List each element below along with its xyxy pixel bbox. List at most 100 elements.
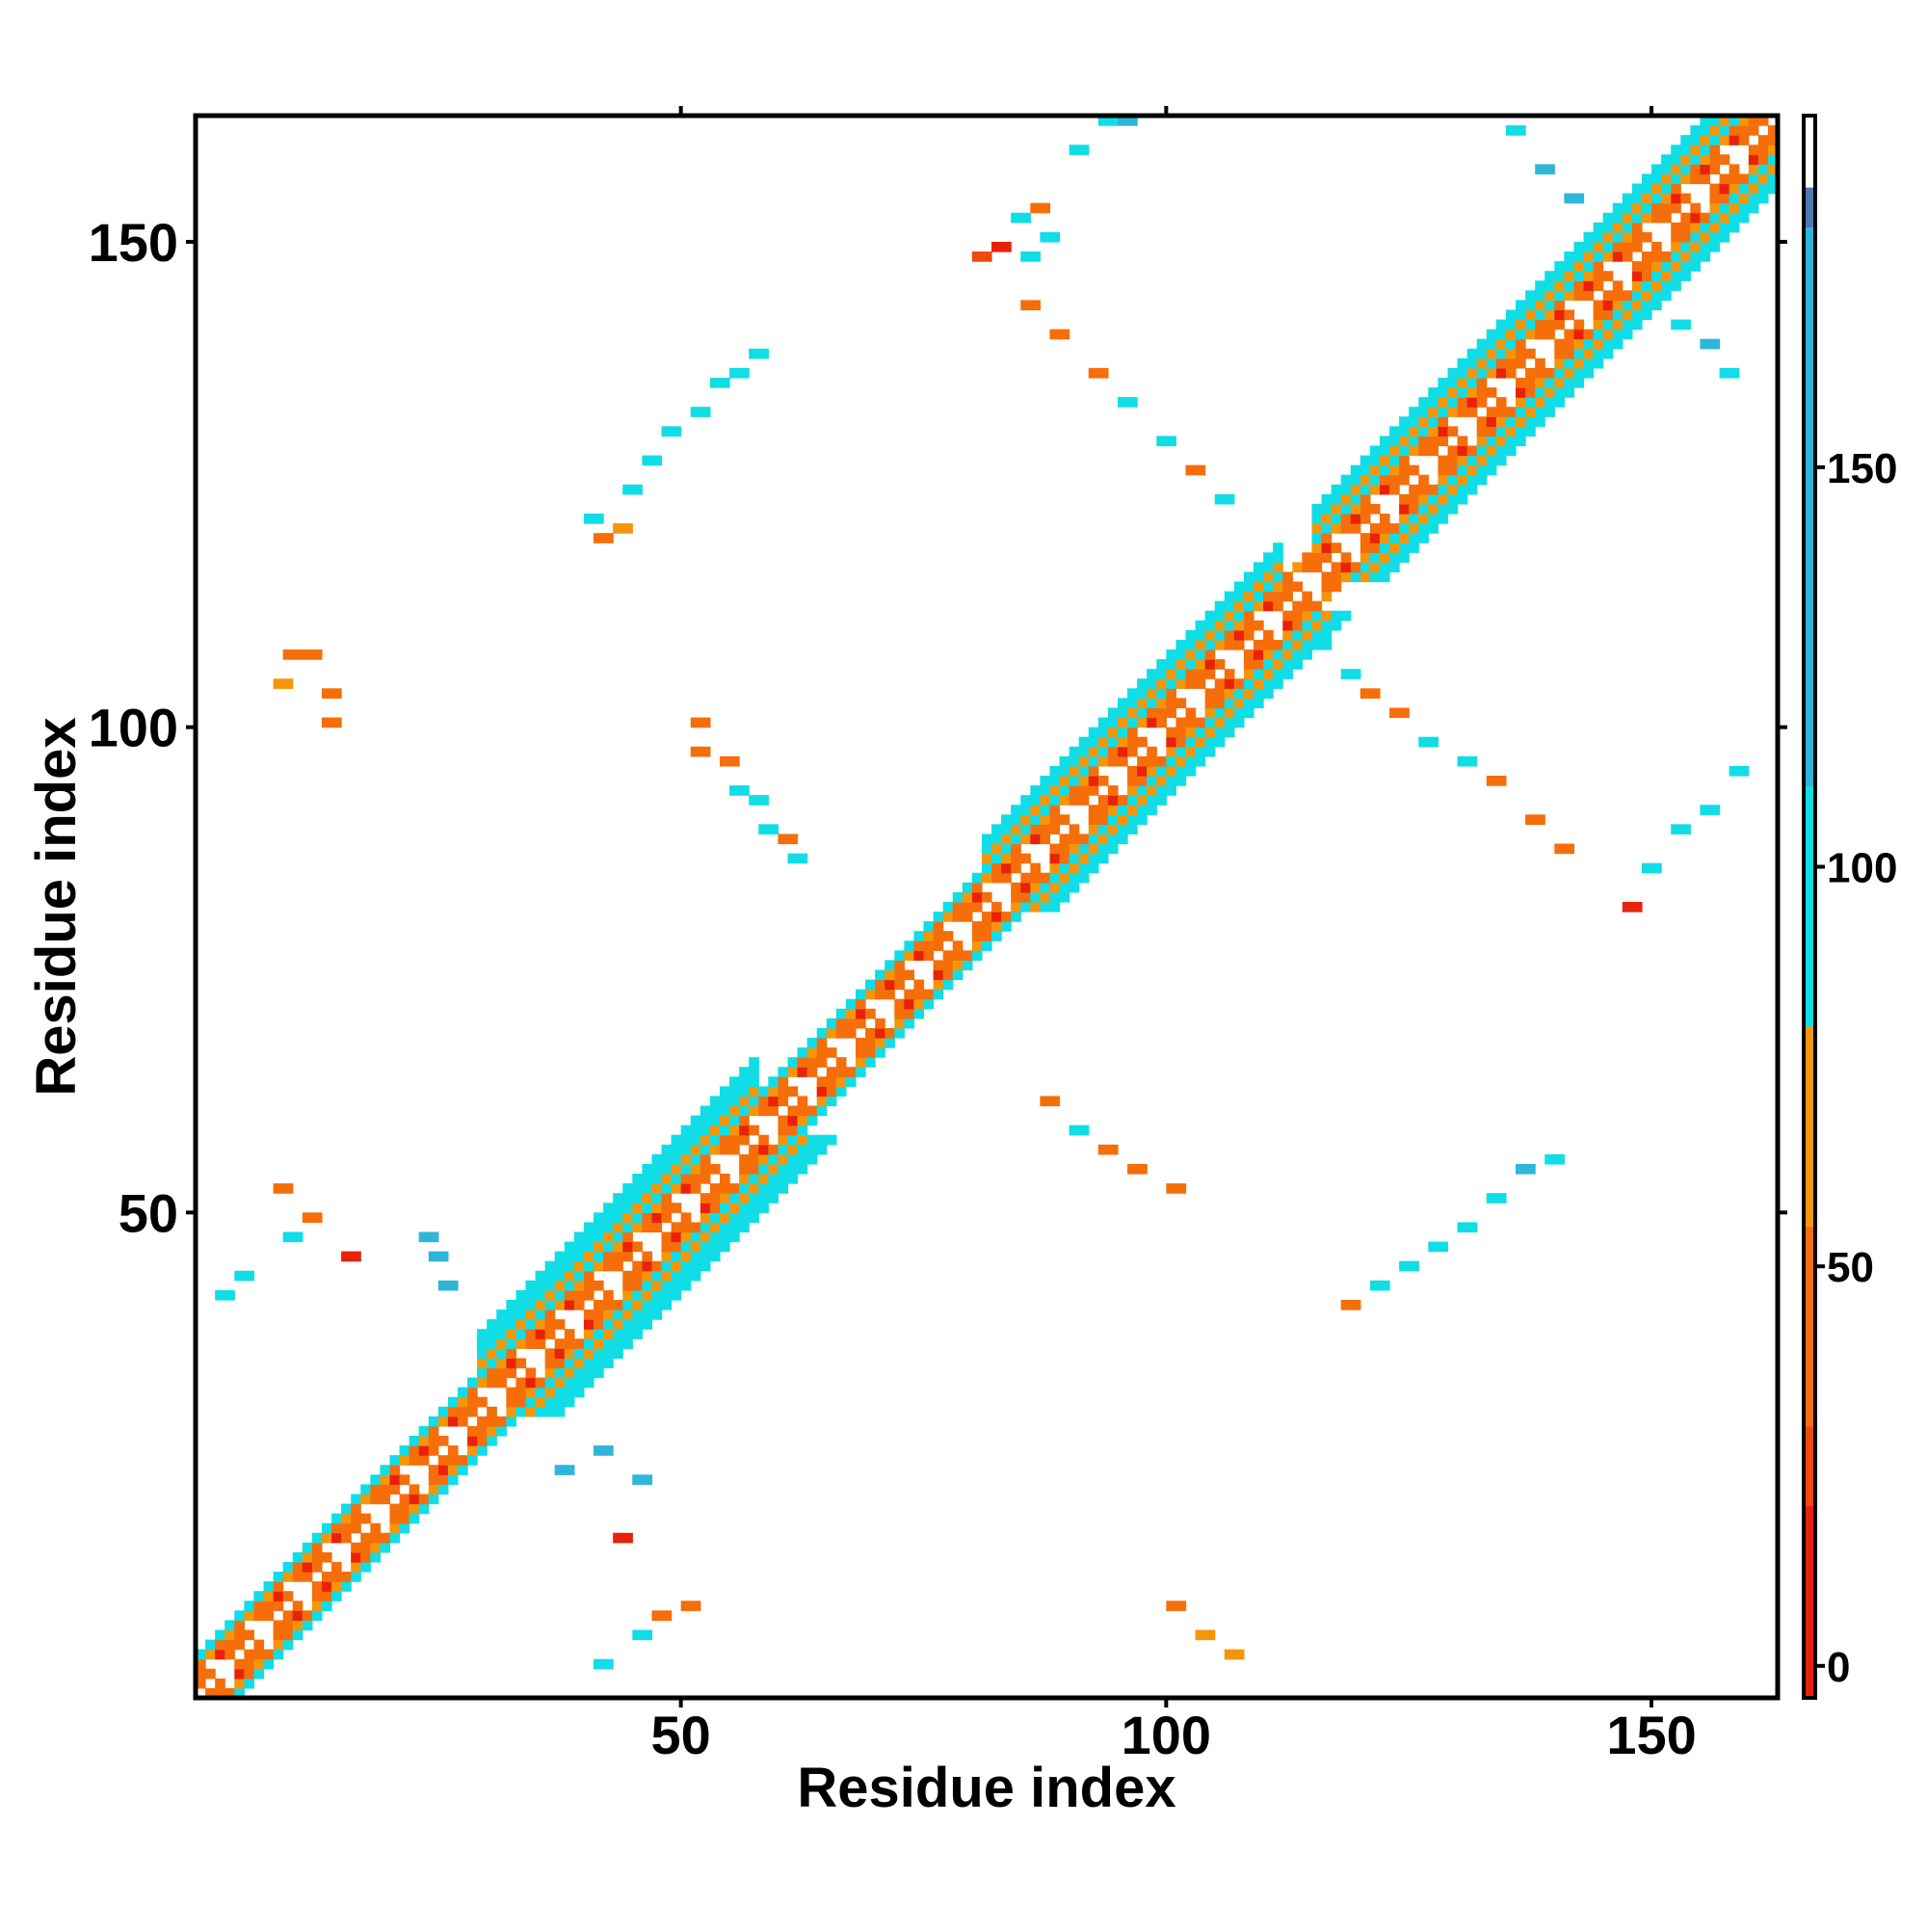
heatmap-cell-contact <box>1224 493 1235 505</box>
heatmap-cell-diagonal <box>1254 678 1264 689</box>
heatmap-cell-diagonal <box>1457 484 1468 495</box>
heatmap-cell-diagonal <box>1379 552 1390 563</box>
heatmap-cell-diagonal <box>1466 377 1478 388</box>
heatmap-cell-diagonal <box>1641 202 1652 214</box>
heatmap-cell-diagonal <box>1709 145 1721 155</box>
heatmap-cell-diagonal <box>680 1260 692 1272</box>
heatmap-cell-diagonal <box>370 1494 381 1505</box>
heatmap-cell-diagonal <box>244 1649 255 1660</box>
heatmap-cell-contact <box>302 649 313 660</box>
heatmap-cell-diagonal <box>1243 698 1254 709</box>
heatmap-cell-diagonal <box>224 1620 235 1631</box>
heatmap-cell-diagonal <box>1757 164 1769 175</box>
heatmap-cell-diagonal <box>1418 436 1429 447</box>
heatmap-cell-diagonal <box>1476 338 1488 350</box>
heatmap-cell-diagonal <box>1273 552 1283 563</box>
heatmap-cell-diagonal <box>1738 202 1750 214</box>
heatmap-cell-diagonal <box>1369 571 1381 583</box>
heatmap-cell-diagonal <box>952 912 964 922</box>
heatmap-cell-diagonal <box>1554 309 1565 321</box>
heatmap-cell-contact <box>1078 145 1090 155</box>
heatmap-cell-diagonal <box>816 1047 828 1058</box>
heatmap-cell-diagonal <box>991 872 1002 884</box>
heatmap-cell-diagonal <box>351 1513 361 1524</box>
heatmap-cell-diagonal <box>709 1134 721 1146</box>
heatmap-cell-diagonal <box>273 1591 284 1601</box>
heatmap-cell-diagonal <box>1369 562 1381 573</box>
heatmap-cell-diagonal <box>1243 620 1254 631</box>
heatmap-cell-diagonal <box>680 1153 692 1165</box>
heatmap-cell-diagonal <box>1166 776 1177 786</box>
heatmap-cell-diagonal <box>1069 872 1080 884</box>
heatmap-cell-diagonal <box>1321 552 1333 563</box>
heatmap-cell-diagonal <box>1767 173 1779 185</box>
heatmap-cell-contact <box>244 1270 255 1282</box>
heatmap-cell-diagonal <box>778 1153 789 1165</box>
heatmap-cell-diagonal <box>1166 727 1177 738</box>
heatmap-cell-contact <box>437 1251 449 1262</box>
heatmap-cell-diagonal <box>1263 591 1274 602</box>
heatmap-cell-diagonal <box>1438 436 1449 447</box>
heatmap-cell-diagonal <box>671 1280 682 1291</box>
heatmap-cell-diagonal <box>904 940 915 951</box>
heatmap-cell-diagonal <box>1680 241 1691 252</box>
heatmap-cell-diagonal <box>933 931 944 941</box>
heatmap-cell-diagonal <box>719 1134 730 1146</box>
heatmap-cell-diagonal <box>1127 688 1138 700</box>
heatmap-cell-diagonal <box>1573 290 1585 301</box>
heatmap-cell-diagonal <box>1700 145 1711 155</box>
heatmap-cell-diagonal <box>583 1338 594 1349</box>
heatmap-cell-diagonal <box>651 1174 663 1184</box>
heatmap-cell-diagonal <box>1516 407 1526 417</box>
heatmap-cell-diagonal <box>1573 319 1585 331</box>
heatmap-cell-diagonal <box>1243 688 1254 700</box>
heatmap-cell-diagonal <box>981 853 992 864</box>
heatmap-cell-diagonal <box>613 1231 623 1243</box>
heatmap-cell-contact <box>1078 1125 1090 1136</box>
heatmap-cell-diagonal <box>311 1532 323 1544</box>
heatmap-cell-diagonal <box>1525 367 1536 379</box>
heatmap-cell-diagonal <box>1583 357 1595 369</box>
heatmap-cell-diagonal <box>1011 843 1021 855</box>
heatmap-cell-diagonal <box>806 1067 818 1077</box>
heatmap-cell-diagonal <box>1088 805 1099 815</box>
heatmap-cell-diagonal <box>1350 571 1361 583</box>
heatmap-cell-contact <box>1097 367 1109 379</box>
heatmap-cell-diagonal <box>1282 659 1293 670</box>
heatmap-cell-diagonal <box>1583 280 1595 291</box>
heatmap-cell-contact <box>1573 193 1585 204</box>
heatmap-cell-diagonal <box>1233 610 1245 622</box>
heatmap-cell-diagonal <box>1340 610 1352 622</box>
heatmap-cell-diagonal <box>506 1319 517 1330</box>
heatmap-cell-contact <box>1175 1601 1187 1611</box>
heatmap-cell-diagonal <box>1564 329 1575 340</box>
heatmap-cell-diagonal <box>1409 523 1419 534</box>
heatmap-cell-diagonal <box>564 1348 575 1360</box>
heatmap-cell-diagonal <box>399 1445 410 1456</box>
heatmap-cell-diagonal <box>535 1406 546 1417</box>
heatmap-cell-diagonal <box>709 1105 721 1117</box>
heatmap-cell-diagonal <box>700 1251 711 1262</box>
heatmap-cell-diagonal <box>1700 125 1711 136</box>
heatmap-cell-diagonal <box>1476 436 1488 447</box>
heatmap-cell-diagonal <box>1204 659 1216 670</box>
heatmap-cell-diagonal <box>1495 338 1507 350</box>
heatmap-cell-contact <box>1680 824 1691 835</box>
heatmap-cell-diagonal <box>1651 173 1662 185</box>
heatmap-cell-diagonal <box>1233 581 1245 593</box>
heatmap-cell-diagonal <box>729 1144 740 1155</box>
y-tick-label: 150 <box>89 212 178 273</box>
heatmap-cell-diagonal <box>1709 241 1721 252</box>
heatmap-cell-contact <box>1486 776 1497 786</box>
heatmap-cell-diagonal <box>244 1678 255 1689</box>
heatmap-cell-diagonal <box>632 1299 643 1310</box>
heatmap-cell-diagonal <box>1359 464 1371 476</box>
heatmap-cell-diagonal <box>594 1231 604 1243</box>
heatmap-cell-diagonal <box>709 1231 721 1243</box>
heatmap-cell-diagonal <box>865 1047 876 1058</box>
heatmap-cell-diagonal <box>845 1018 857 1029</box>
heatmap-cell-diagonal <box>1486 464 1497 476</box>
heatmap-cell-diagonal <box>535 1310 546 1320</box>
heatmap-cell-diagonal <box>515 1377 527 1389</box>
heatmap-cell-contact <box>292 1231 304 1243</box>
